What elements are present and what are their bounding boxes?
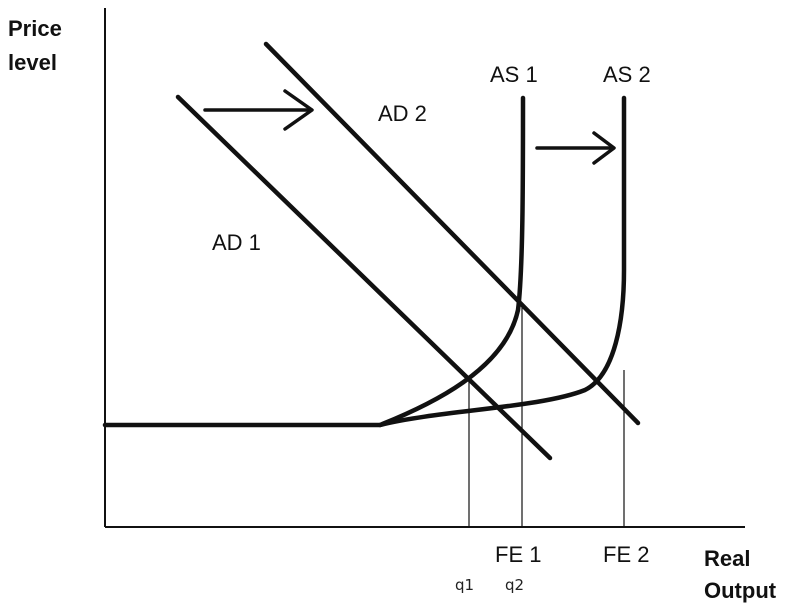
as-shift-arrow: [535, 131, 616, 165]
ad1-label: AD 1: [212, 230, 261, 255]
ad2-label: AD 2: [378, 101, 427, 126]
fe2-label: FE 2: [603, 542, 649, 567]
q2-label: q2: [505, 576, 524, 594]
y-axis-label-line2: level: [8, 50, 57, 75]
ad-shift-arrow: [203, 89, 314, 131]
ad2-line: [263, 41, 641, 426]
as1-curve: [102, 95, 526, 428]
y-axis-label-line1: Price: [8, 16, 62, 41]
as2-curve: [377, 95, 627, 428]
x-axis-label-line2: Output: [704, 578, 777, 603]
ad1-line: [175, 94, 553, 461]
as2-label: AS 2: [603, 62, 651, 87]
as1-label: AS 1: [490, 62, 538, 87]
q1-label: q1: [455, 576, 474, 594]
x-axis-label-line1: Real: [704, 546, 750, 571]
fe1-label: FE 1: [495, 542, 541, 567]
